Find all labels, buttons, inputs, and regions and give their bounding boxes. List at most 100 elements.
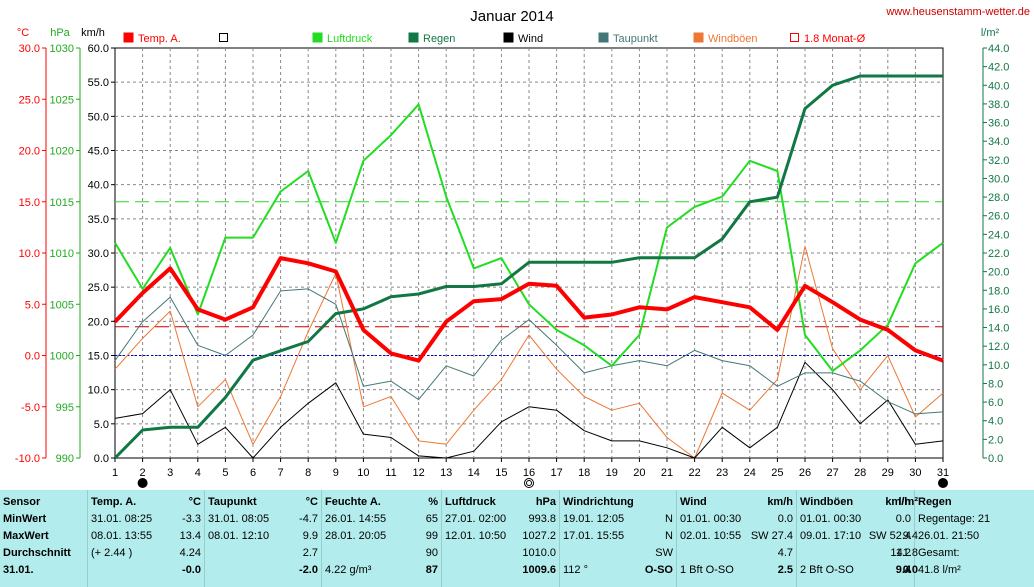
temp-tick-label: 25.0 bbox=[19, 94, 40, 106]
cell-detail: 2 Bft O-SO bbox=[800, 564, 854, 576]
x-tick-label: 31 bbox=[937, 467, 949, 479]
cell-detail: 26.01. 21:50 bbox=[918, 530, 980, 542]
wind-tick-label: 40.0 bbox=[88, 180, 109, 192]
cell-detail: 09.01. 17:10 bbox=[800, 530, 862, 542]
x-tick-label: 26 bbox=[799, 467, 811, 479]
table-cell-row: 4.7 bbox=[680, 545, 793, 561]
table-cell-row: (+ 2.44 ) 4.24 bbox=[91, 545, 201, 561]
rain-tick-label: 0.0 bbox=[988, 453, 1003, 465]
cell-detail: Regentage: 21 bbox=[918, 513, 991, 525]
cell-value: 99 bbox=[425, 530, 438, 542]
cell-value: 4.7 bbox=[777, 547, 793, 559]
column-unit: km/h bbox=[885, 496, 911, 508]
x-tick-label: 6 bbox=[250, 467, 256, 479]
pressure-tick-label: 1030 bbox=[50, 43, 74, 55]
cell-detail: 02.01. 10:55 bbox=[680, 530, 742, 542]
wind-tick-label: 45.0 bbox=[88, 146, 109, 158]
cell-value: -0.0 bbox=[182, 564, 201, 576]
table-cell-row: 31.01. 08:25 -3.3 bbox=[91, 511, 201, 527]
cell-value: -2.0 bbox=[299, 564, 318, 576]
cell-value: 0.0 bbox=[777, 513, 793, 525]
table-cell-row: 01.01. 00:30 0.0 bbox=[680, 511, 793, 527]
pressure-tick-label: 1020 bbox=[50, 146, 74, 158]
legend-swatch-taupunkt bbox=[598, 32, 609, 43]
x-tick-label: 11 bbox=[385, 467, 396, 479]
table-cell-row: 1009.6 bbox=[445, 562, 556, 578]
pressure-tick-label: 1000 bbox=[50, 351, 74, 363]
table-column-temp-a: Temp. A. °C 31.01. 08:25 -3.3 08.01. 13:55 13… bbox=[88, 490, 205, 587]
x-tick-label: 14 bbox=[468, 467, 480, 479]
series-line-regen bbox=[113, 74, 943, 460]
wind-tick-label: 10.0 bbox=[88, 385, 109, 397]
pressure-tick-label: 995 bbox=[56, 402, 74, 414]
rain-axis-unit: l/m² bbox=[981, 27, 1000, 39]
cell-value: 4.24 bbox=[179, 547, 201, 559]
rain-tick-label: 38.0 bbox=[988, 99, 1009, 111]
series-line-temp-a bbox=[113, 256, 944, 363]
temp-axis-unit: °C bbox=[17, 27, 29, 39]
temp-tick-label: -5.0 bbox=[21, 402, 40, 414]
table-cell-row: 01.01. 00:30 0.0 bbox=[800, 511, 911, 527]
cell-value: 0.0 bbox=[902, 564, 918, 576]
rain-tick-label: 12.0 bbox=[988, 341, 1009, 353]
temp-tick-label: 30.0 bbox=[19, 43, 40, 55]
x-tick-label: 12 bbox=[412, 467, 424, 479]
x-tick-label: 3 bbox=[167, 467, 173, 479]
rain-tick-label: 18.0 bbox=[988, 285, 1009, 297]
column-unit: °C bbox=[305, 496, 318, 508]
cell-detail: 31.01. 08:05 bbox=[208, 513, 270, 525]
rain-tick-label: 8.0 bbox=[988, 378, 1003, 390]
cell-detail: 08.01. 12:10 bbox=[208, 530, 270, 542]
cell-detail: 27.01. 02:00 bbox=[445, 513, 507, 525]
table-cell-row: 2 Bft O-SO 9.4 bbox=[800, 562, 911, 578]
pressure-tick-label: 1025 bbox=[50, 94, 74, 106]
cell-detail: 1 Bft O-SO bbox=[680, 564, 734, 576]
legend-swatch-wind bbox=[503, 32, 514, 43]
column-header: Taupunkt °C bbox=[208, 494, 318, 510]
column-title: Regen bbox=[918, 496, 952, 508]
row-label: 31.01. bbox=[3, 564, 34, 576]
legend-swatch-temp-a bbox=[123, 32, 134, 43]
x-tick-label: 20 bbox=[633, 467, 645, 479]
cell-value: 13.4 bbox=[179, 530, 201, 542]
row-label: Durchschnitt bbox=[3, 547, 71, 559]
chart-axes: °C hPa km/h l/m²30.025.020.015.010.05.00.0-… bbox=[15, 27, 1009, 488]
x-tick-label: 8 bbox=[305, 467, 311, 479]
cell-value: N bbox=[665, 530, 673, 542]
rain-tick-label: 22.0 bbox=[988, 248, 1009, 260]
rain-tick-label: 2.0 bbox=[988, 434, 1003, 446]
x-tick-label: 19 bbox=[606, 467, 618, 479]
x-tick-label: 16 bbox=[523, 467, 535, 479]
rain-tick-label: 42.0 bbox=[988, 62, 1009, 74]
cell-detail: 31.01. 08:25 bbox=[91, 513, 153, 525]
table-column-windrichtung: Windrichtung 19.01. 12:05 N 17.01. 15:55 N SW… bbox=[560, 490, 677, 587]
x-tick-label: 28 bbox=[854, 467, 866, 479]
x-tick-label: 27 bbox=[826, 467, 838, 479]
x-tick-label: 13 bbox=[440, 467, 452, 479]
rain-tick-label: 24.0 bbox=[988, 229, 1009, 241]
wind-tick-label: 35.0 bbox=[88, 214, 109, 226]
cell-detail: 01.01. 00:30 bbox=[680, 513, 742, 525]
legend-swatch-luftdruck bbox=[312, 32, 323, 43]
legend-label-wind: Wind bbox=[518, 33, 543, 45]
site-watermark[interactable]: www.heusenstamm-wetter.de bbox=[885, 6, 1030, 18]
row-label: Sensor bbox=[3, 496, 41, 508]
column-unit: °C bbox=[188, 496, 201, 508]
cell-detail: (+ 2.44 ) bbox=[91, 547, 133, 559]
pressure-tick-label: 1015 bbox=[50, 197, 74, 209]
temp-tick-label: 0.0 bbox=[25, 351, 40, 363]
pressure-axis-unit: hPa bbox=[50, 27, 70, 39]
cell-value: -4.7 bbox=[299, 513, 318, 525]
x-tick-label: 18 bbox=[578, 467, 590, 479]
pressure-tick-label: 1005 bbox=[50, 299, 74, 311]
cell-detail: 28.01. 20:05 bbox=[325, 530, 387, 542]
temp-tick-label: 10.0 bbox=[19, 248, 40, 260]
column-header: Luftdruck hPa bbox=[445, 494, 556, 510]
rain-tick-label: 4.0 bbox=[988, 416, 1003, 428]
table-cell-row: 112 ° O-SO bbox=[563, 562, 673, 578]
cell-detail: 19.01. 12:05 bbox=[563, 513, 625, 525]
column-unit: l/m² bbox=[898, 496, 918, 508]
cell-value: 9.4 bbox=[902, 530, 918, 542]
temp-tick-label: 5.0 bbox=[25, 299, 40, 311]
cell-detail: 17.01. 15:55 bbox=[563, 530, 625, 542]
